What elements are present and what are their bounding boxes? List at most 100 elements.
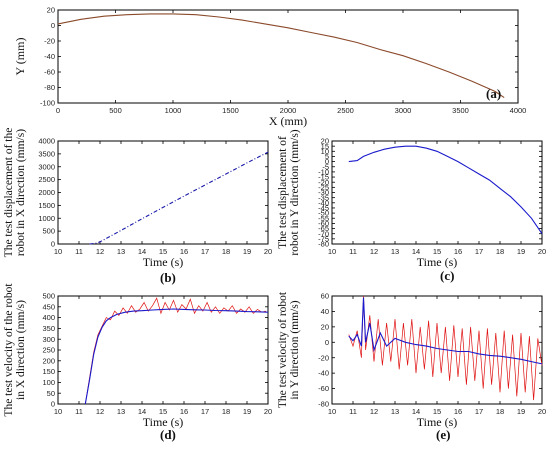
x-tick-label: 2500 [337,106,354,115]
x-tick-label: 11 [75,407,83,416]
x-tick-label: 10 [54,247,62,256]
x-tick-label: 10 [54,407,62,416]
x-tick-label: 17 [201,247,209,256]
series-line-0 [348,145,543,235]
x-tick-label: 19 [517,247,525,256]
chart-panel-b: 0 500 1000 1500 2000 2500 3000 3500 4000 10 11 12 13… [3,128,272,285]
x-tick-label: 12 [370,247,378,256]
y-tick-label: -20 [44,37,55,46]
plot-frame [331,295,543,405]
y-tick-label: 300 [42,335,55,344]
y-axis-label-line: The test displacement of the [3,128,15,258]
y-tick-label: 5 [325,152,329,161]
x-tick-label: 2000 [280,106,297,115]
y-tick-label: 0 [51,240,55,249]
y-tick-label: 0 [325,338,329,347]
x-tick-label: 13 [391,407,399,416]
y-tick-label: -40 [44,52,55,61]
y-tick-label: -20 [318,353,329,362]
y-tick-label: -30 [318,188,329,197]
y-axis-label-line: Y (mm) [13,38,27,76]
y-tick-label: -20 [318,178,329,187]
panel-label: (d) [160,427,176,442]
y-axis-label-line: in Y direction (mm/s) [289,300,301,399]
x-tick-label: 4000 [510,106,527,115]
y-tick-label: -70 [318,229,329,238]
y-tick-label: -100 [40,99,55,108]
x-tick-label: 16 [180,247,188,256]
x-tick-label: 14 [138,247,146,256]
x-tick-label: 18 [222,247,230,256]
y-tick-label: -60 [318,219,329,228]
y-axis-label: The test displacement of therobot in X d… [3,128,27,258]
series-line-0 [84,297,266,405]
y-tick-label: 4000 [38,137,55,146]
y-tick-label: -5 [322,162,329,171]
y-axis-label-line: The test velocity of robot [277,291,289,408]
y-tick-label: 500 [42,227,55,236]
x-tick-label: 15 [433,247,441,256]
panel-label: (c) [440,268,454,283]
y-tick-label: -25 [318,183,329,192]
y-tick-label: 15 [321,142,329,151]
series-line-0 [57,13,505,99]
y-axis-label-line: in X direction (mm/s) [15,300,27,400]
x-tick-label: 20 [264,407,272,416]
x-tick-label: 11 [349,407,357,416]
x-axis-label: Time (s) [143,415,184,429]
x-tick-label: 16 [180,407,188,416]
x-tick-label: 12 [96,247,104,256]
series-line-0 [348,295,543,401]
y-tick-label: -55 [318,214,329,223]
x-tick-label: 18 [496,247,504,256]
y-axis-label-line: robot in X direction (mm/s) [15,129,27,256]
y-tick-label: -80 [318,240,329,249]
series-line-0 [89,151,269,245]
x-tick-label: 19 [243,407,251,416]
x-tick-label: 500 [109,106,122,115]
x-tick-label: 14 [412,247,420,256]
x-tick-label: 20 [538,407,546,416]
x-tick-label: 0 [56,106,60,115]
y-tick-label: 2500 [38,175,55,184]
series-line-1 [84,308,269,405]
x-tick-label: 19 [517,407,525,416]
y-tick-label: 400 [42,313,55,322]
x-tick-label: 1000 [165,106,182,115]
panel-label: (a) [486,86,501,101]
y-tick-label: -60 [44,68,55,77]
x-tick-label: 1500 [222,106,239,115]
y-tick-label: 100 [42,378,55,387]
x-tick-label: 12 [96,407,104,416]
y-tick-label: -60 [318,384,329,393]
x-tick-label: 10 [328,247,336,256]
y-tick-label: 3000 [38,162,55,171]
y-tick-label: -40 [318,369,329,378]
y-tick-label: 10 [321,147,329,156]
y-tick-label: 0 [325,157,329,166]
x-axis-label: Time (s) [417,415,458,429]
y-tick-label: 40 [321,307,329,316]
plot-frame [57,295,269,405]
x-tick-label: 3000 [395,106,412,115]
y-tick-label: -80 [318,400,329,409]
x-tick-label: 17 [201,407,209,416]
x-tick-label: 11 [75,247,83,256]
x-tick-label: 12 [370,407,378,416]
y-axis-label-line: The test displacement of [277,136,289,249]
panel-label: (e) [436,427,450,442]
x-axis-label: Time (s) [143,255,184,269]
plot-frame [57,140,269,245]
plot-frame [57,9,519,104]
x-tick-label: 13 [117,247,125,256]
y-tick-label: 1000 [38,214,55,223]
y-tick-label: -45 [318,204,329,213]
y-tick-label: -65 [318,224,329,233]
x-tick-label: 13 [391,247,399,256]
y-axis-label-line: robot in Y direction (mm/s) [289,129,301,255]
x-tick-label: 16 [454,247,462,256]
y-tick-label: 20 [321,137,329,146]
